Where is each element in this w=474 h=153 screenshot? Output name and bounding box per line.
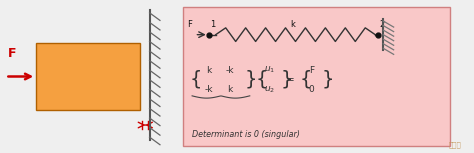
Text: 1: 1 (210, 20, 215, 29)
Text: Determinant is 0 (singular): Determinant is 0 (singular) (192, 130, 300, 139)
Text: k: k (206, 66, 211, 75)
Text: }: } (244, 70, 256, 89)
FancyBboxPatch shape (36, 43, 140, 110)
Text: {: { (256, 70, 268, 89)
Text: {: { (300, 70, 312, 89)
Text: }: } (281, 70, 293, 89)
Text: $u_1$: $u_1$ (264, 65, 275, 75)
Text: }: } (321, 70, 334, 89)
FancyBboxPatch shape (182, 7, 450, 146)
Text: F: F (309, 66, 314, 75)
Text: $u_2$: $u_2$ (264, 84, 275, 95)
Text: 0: 0 (308, 85, 314, 94)
Text: F: F (187, 20, 192, 29)
Text: F: F (8, 47, 16, 60)
Text: k: k (228, 85, 233, 94)
Text: k: k (291, 20, 296, 29)
Text: 仿真秀: 仿真秀 (449, 141, 462, 148)
Text: -k: -k (204, 85, 213, 94)
Text: -k: -k (226, 66, 234, 75)
Text: =: = (285, 75, 294, 85)
Text: {: { (190, 70, 202, 89)
Text: 2: 2 (379, 20, 384, 29)
